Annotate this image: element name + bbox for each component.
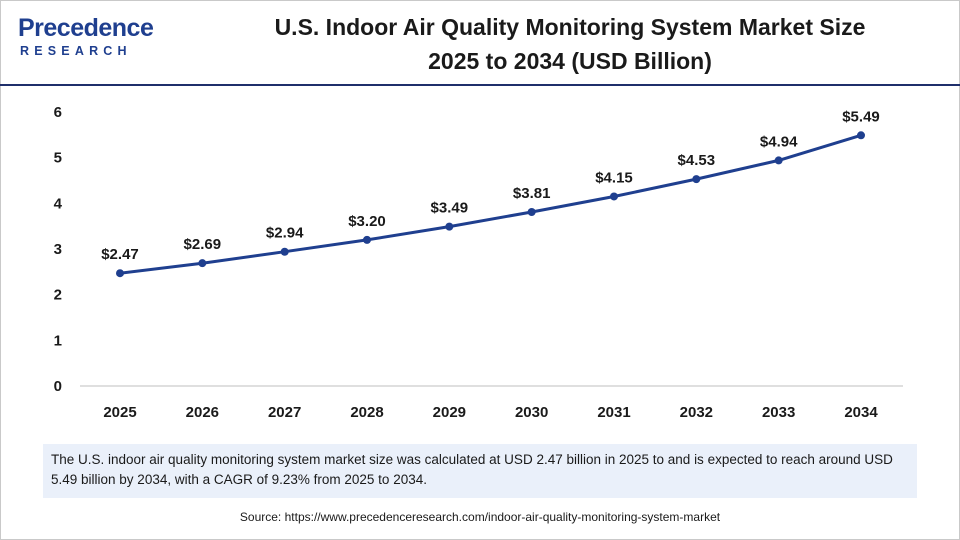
data-label: $2.47 — [101, 246, 139, 263]
data-label: $3.81 — [513, 185, 551, 202]
data-point — [857, 131, 865, 140]
data-label: $2.94 — [266, 225, 304, 242]
y-tick-label: 6 — [54, 104, 62, 121]
x-tick-label: 2026 — [186, 404, 219, 421]
data-point — [692, 175, 701, 184]
market-size-line-chart: 0 1 2 3 4 5 6 2025 2026 2027 2028 2029 2030 2031 2032… — [54, 104, 903, 421]
y-tick-label: 2 — [54, 287, 62, 304]
x-tick-label: 2032 — [680, 404, 713, 421]
x-tick-label: 2034 — [844, 404, 878, 421]
data-label: $2.69 — [184, 236, 222, 253]
y-tick-label: 5 — [54, 150, 62, 167]
header: Precedence RESEARCH U.S. Indoor Air Qual… — [0, 0, 960, 84]
y-tick-label: 3 — [54, 241, 62, 258]
x-tick-label: 2025 — [103, 404, 136, 421]
y-tick-label: 4 — [54, 195, 63, 212]
x-tick-label: 2028 — [350, 404, 383, 421]
data-label: $4.15 — [595, 169, 633, 186]
y-tick-label: 1 — [54, 332, 62, 349]
y-axis: 0 1 2 3 4 5 6 — [54, 104, 63, 395]
source-citation: Source: https://www.precedenceresearch.c… — [239, 510, 721, 524]
data-points — [116, 131, 865, 278]
data-label: $4.94 — [760, 133, 798, 150]
data-label: $3.20 — [348, 213, 386, 230]
data-point — [116, 269, 124, 278]
data-labels: $2.47 $2.69 $2.94 $3.20 $3.49 $3.81 $4.15 $4.53… — [101, 108, 880, 263]
summary-box: The U.S. indoor air quality monitoring s… — [43, 444, 917, 498]
chart-title: U.S. Indoor Air Quality Monitoring Syste… — [220, 10, 920, 78]
x-tick-label: 2029 — [433, 404, 466, 421]
x-tick-label: 2031 — [597, 404, 630, 421]
x-tick-label: 2033 — [762, 404, 795, 421]
logo-wordmark: Precedence — [18, 14, 154, 42]
chart-title-line1: U.S. Indoor Air Quality Monitoring Syste… — [274, 14, 866, 40]
data-label: $5.49 — [842, 108, 880, 125]
precedence-research-logo[interactable]: Precedence RESEARCH — [18, 14, 168, 64]
x-tick-label: 2030 — [515, 404, 548, 421]
data-label: $4.53 — [678, 152, 716, 169]
data-point — [610, 192, 618, 201]
x-axis: 2025 2026 2027 2028 2029 2030 2031 2032 2033 2034 — [103, 404, 878, 421]
data-point — [445, 222, 454, 231]
y-tick-label: 0 — [54, 378, 62, 395]
x-tick-label: 2027 — [268, 404, 301, 421]
header-divider — [0, 84, 960, 86]
data-point — [363, 235, 371, 244]
data-point — [280, 247, 289, 256]
series-line — [119, 133, 862, 275]
data-point — [527, 208, 536, 217]
logo-subtitle: RESEARCH — [20, 44, 132, 58]
data-point — [198, 259, 207, 268]
data-point — [774, 156, 783, 165]
data-label: $3.49 — [431, 200, 469, 217]
chart-title-line2: 2025 to 2034 (USD Billion) — [428, 48, 712, 74]
